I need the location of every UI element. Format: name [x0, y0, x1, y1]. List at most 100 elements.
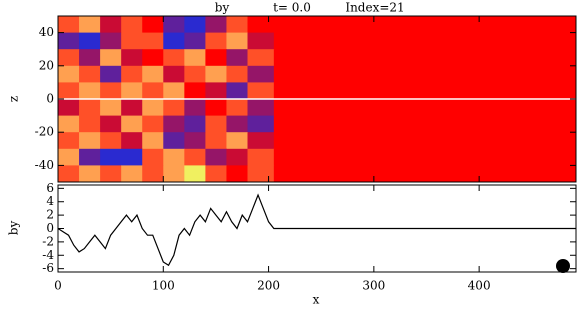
heat-cell	[274, 33, 577, 50]
x-tick-label: 100	[152, 279, 175, 293]
heat-cell	[184, 132, 206, 149]
heat-cell	[274, 99, 577, 116]
heat-cell	[163, 49, 185, 66]
heat-cell	[274, 82, 577, 99]
y-tick-label: -6	[42, 261, 54, 275]
heat-cell	[121, 99, 143, 116]
heat-cell	[142, 99, 164, 116]
heat-cell	[184, 33, 206, 50]
heat-cell	[79, 33, 101, 50]
heat-cell	[163, 99, 185, 116]
heat-cell	[163, 165, 185, 182]
heat-cell	[163, 16, 185, 33]
heat-cell	[121, 132, 143, 149]
heat-cell	[100, 49, 122, 66]
y-tick-label: 2	[46, 208, 54, 222]
heat-cell	[58, 16, 80, 33]
heat-cell	[100, 149, 122, 166]
heat-cell	[79, 165, 101, 182]
heat-cell	[163, 82, 185, 99]
heat-cell	[100, 132, 122, 149]
heat-cell	[184, 16, 206, 33]
y-axis-label: z	[7, 96, 21, 102]
x-tick-label: 0	[54, 279, 62, 293]
heat-cell	[58, 49, 80, 66]
heat-cell	[226, 99, 248, 116]
title-index: Index=21	[345, 1, 404, 15]
heat-cell	[100, 165, 122, 182]
heat-cell	[226, 132, 248, 149]
heat-cell	[142, 66, 164, 83]
heat-cell	[248, 82, 275, 99]
heat-cell	[79, 49, 101, 66]
y-tick-label: 20	[39, 58, 54, 72]
y-tick-label: -4	[42, 248, 54, 262]
heat-cell	[142, 82, 164, 99]
heat-cell	[142, 33, 164, 50]
heat-cell	[274, 16, 577, 33]
y-tick-label: 40	[39, 25, 54, 39]
heat-cell	[121, 82, 143, 99]
heat-cell	[205, 82, 227, 99]
heat-cell	[58, 116, 80, 133]
heat-cell	[100, 82, 122, 99]
heat-cell	[163, 116, 185, 133]
heat-cell	[58, 33, 80, 50]
heat-cell	[205, 132, 227, 149]
heat-cell	[205, 165, 227, 182]
heat-cell	[226, 16, 248, 33]
heat-cell	[58, 82, 80, 99]
x-axis-label: x	[313, 293, 320, 307]
y-tick-label: 6	[46, 181, 54, 195]
y-tick-label: 0	[46, 221, 54, 235]
heat-cell	[100, 66, 122, 83]
heat-cell	[58, 149, 80, 166]
heat-cell	[226, 66, 248, 83]
heat-cell	[248, 33, 275, 50]
heat-cell	[79, 66, 101, 83]
y-tick-label: -2	[42, 234, 54, 248]
heat-cell	[79, 99, 101, 116]
heat-cell	[121, 165, 143, 182]
heat-cell	[79, 116, 101, 133]
heat-cell	[184, 49, 206, 66]
heat-cell	[121, 149, 143, 166]
heat-cell	[142, 132, 164, 149]
heat-cell	[205, 99, 227, 116]
heat-cell	[142, 116, 164, 133]
heat-cell	[274, 49, 577, 66]
y-tick-label: -20	[35, 125, 54, 139]
heat-cell	[100, 33, 122, 50]
heat-cell	[248, 149, 275, 166]
heat-cell	[248, 132, 275, 149]
heat-cell	[274, 149, 577, 166]
chart: by t= 0.0 Index=21 z by x -40-2002040-6-…	[0, 0, 577, 311]
heat-cell	[163, 132, 185, 149]
heat-cell	[205, 49, 227, 66]
heat-cell	[184, 116, 206, 133]
heat-cell	[100, 99, 122, 116]
y-tick-label: -40	[35, 158, 54, 172]
heat-cell	[142, 149, 164, 166]
heat-cell	[79, 149, 101, 166]
heat-cell	[79, 82, 101, 99]
heat-cell	[274, 132, 577, 149]
heat-cell	[100, 16, 122, 33]
heat-cell	[121, 33, 143, 50]
heat-cell	[205, 149, 227, 166]
heat-cell	[184, 66, 206, 83]
heat-cell	[248, 66, 275, 83]
heat-cell	[226, 33, 248, 50]
heat-cell	[226, 49, 248, 66]
heat-cell	[142, 165, 164, 182]
heat-cell	[163, 33, 185, 50]
heat-cell	[274, 165, 577, 182]
heat-cell	[274, 66, 577, 83]
heat-cell	[142, 49, 164, 66]
heat-cell	[248, 99, 275, 116]
x-tick-label: 200	[257, 279, 280, 293]
heat-cell	[184, 149, 206, 166]
heat-cell	[248, 49, 275, 66]
heat-cell	[226, 165, 248, 182]
heat-cell	[121, 116, 143, 133]
